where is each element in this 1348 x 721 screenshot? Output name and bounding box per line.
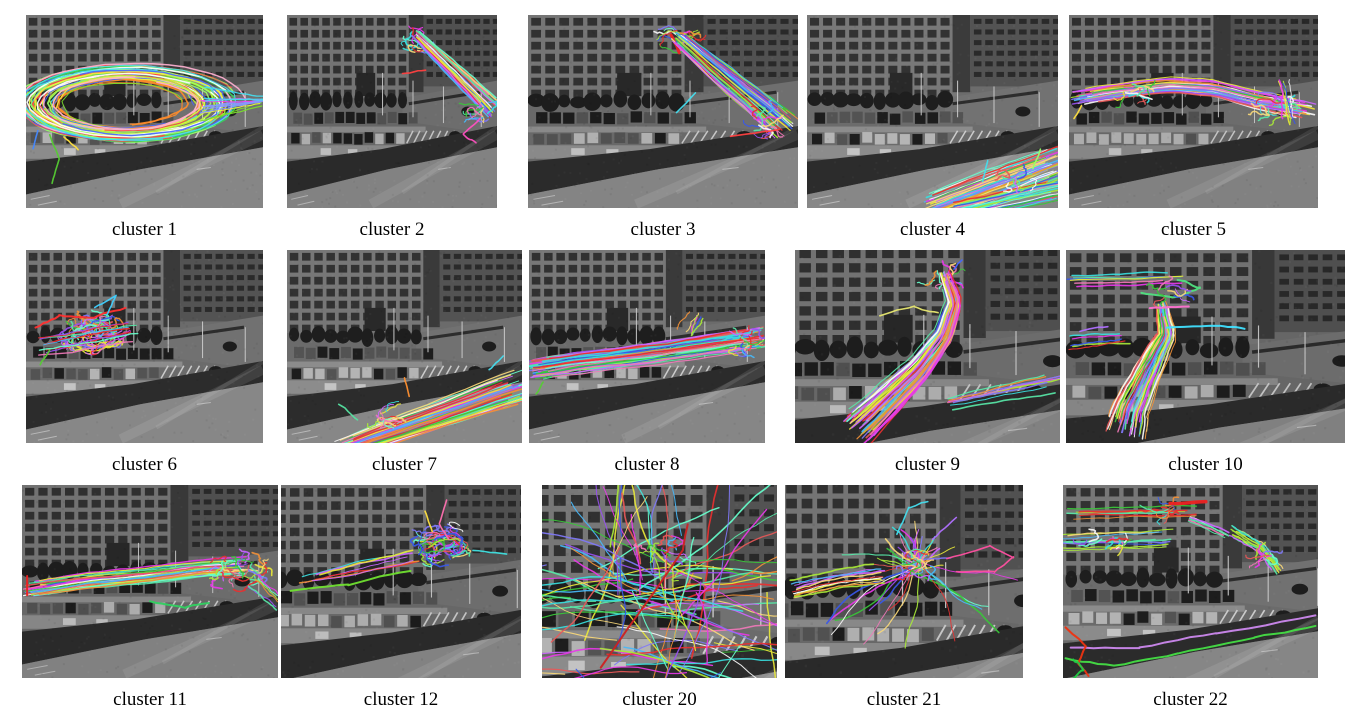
cluster-panel-12: cluster 12 — [281, 485, 521, 711]
cluster-panel-1: cluster 1 — [26, 15, 263, 241]
cluster-3-image — [528, 15, 798, 208]
cluster-1-image — [26, 15, 263, 208]
cluster-21-image — [785, 485, 1023, 678]
cluster-panel-6: cluster 6 — [26, 250, 263, 476]
cluster-panel-7: cluster 7 — [287, 250, 522, 476]
cluster-panel-9: cluster 9 — [795, 250, 1060, 476]
cluster-10-caption: cluster 10 — [1168, 454, 1243, 475]
cluster-7-image — [287, 250, 522, 443]
cluster-20-image — [542, 485, 777, 678]
cluster-8-image — [529, 250, 765, 443]
cluster-7-caption: cluster 7 — [372, 454, 437, 475]
cluster-2-caption: cluster 2 — [359, 219, 425, 240]
cluster-panel-5: cluster 5 — [1069, 15, 1318, 241]
cluster-1-caption: cluster 1 — [112, 219, 177, 240]
cluster-2-image — [287, 15, 497, 208]
cluster-9-image — [795, 250, 1060, 443]
cluster-panel-20: cluster 20 — [542, 485, 777, 711]
cluster-11-caption: cluster 11 — [113, 689, 187, 710]
cluster-3-caption: cluster 3 — [630, 219, 696, 240]
cluster-22-image — [1063, 485, 1318, 678]
cluster-8-caption: cluster 8 — [614, 454, 680, 475]
cluster-panel-10: cluster 10 — [1066, 250, 1345, 476]
cluster-9-caption: cluster 9 — [895, 454, 960, 475]
cluster-5-caption: cluster 5 — [1161, 219, 1226, 240]
cluster-panel-11: cluster 11 — [22, 485, 278, 711]
cluster-10-image — [1066, 250, 1345, 443]
cluster-4-caption: cluster 4 — [900, 219, 965, 240]
cluster-11-image — [22, 485, 278, 678]
cluster-panel-4: cluster 4 — [807, 15, 1058, 241]
cluster-4-image — [807, 15, 1058, 208]
cluster-panel-2: cluster 2 — [287, 15, 497, 241]
cluster-panel-8: cluster 8 — [529, 250, 765, 476]
cluster-6-image — [26, 250, 263, 443]
cluster-20-caption: cluster 20 — [622, 689, 697, 710]
cluster-6-caption: cluster 6 — [112, 454, 177, 475]
cluster-5-image — [1069, 15, 1318, 208]
cluster-22-caption: cluster 22 — [1153, 689, 1228, 710]
cluster-panel-21: cluster 21 — [785, 485, 1023, 711]
cluster-panel-3: cluster 3 — [528, 15, 798, 241]
cluster-12-caption: cluster 12 — [363, 689, 439, 710]
cluster-12-image — [281, 485, 521, 678]
cluster-panel-22: cluster 22 — [1063, 485, 1318, 711]
cluster-21-caption: cluster 21 — [866, 689, 942, 710]
